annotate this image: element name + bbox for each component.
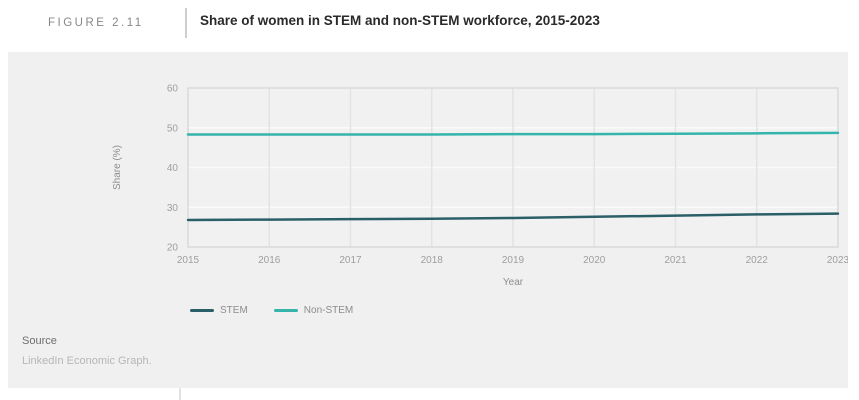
figure-label: FIGURE 2.11 — [48, 17, 144, 29]
svg-text:40: 40 — [167, 163, 179, 174]
legend-label-stem: STEM — [220, 305, 248, 316]
svg-text:2023: 2023 — [827, 255, 848, 266]
svg-text:20: 20 — [167, 243, 179, 254]
nonstem-line-swatch — [273, 309, 298, 312]
legend-item-stem: STEM — [190, 305, 248, 316]
stem-line-swatch — [190, 309, 214, 312]
svg-text:2016: 2016 — [258, 255, 281, 266]
svg-text:50: 50 — [167, 123, 179, 134]
chart-card: 20 30 40 50 60 2015 2016 2017 2018 2019 2020 2021 20… — [8, 52, 848, 388]
header-divider — [185, 8, 187, 38]
figure-title: Share of women in STEM and non-STEM work… — [200, 13, 600, 28]
chart-legend: STEM Non-STEM — [190, 305, 353, 316]
source-block: Source LinkedIn Economic Graph. — [22, 335, 152, 367]
next-figure-divider — [179, 388, 181, 400]
source-text: LinkedIn Economic Graph. — [22, 355, 152, 367]
svg-text:2018: 2018 — [421, 255, 444, 266]
figure-header: FIGURE 2.11 Share of women in STEM and n… — [0, 0, 859, 46]
svg-text:2022: 2022 — [746, 255, 769, 266]
source-label: Source — [22, 335, 57, 347]
svg-text:2021: 2021 — [664, 255, 687, 266]
svg-text:2015: 2015 — [177, 255, 200, 266]
svg-text:2017: 2017 — [339, 255, 362, 266]
svg-text:2020: 2020 — [583, 255, 606, 266]
svg-text:Year: Year — [503, 277, 524, 288]
legend-item-nonstem: Non-STEM — [273, 305, 354, 316]
legend-label-nonstem: Non-STEM — [303, 305, 354, 316]
svg-text:60: 60 — [167, 84, 179, 95]
svg-text:2019: 2019 — [502, 255, 525, 266]
svg-text:30: 30 — [167, 203, 179, 214]
svg-text:Share (%): Share (%) — [112, 145, 123, 190]
line-chart: 20 30 40 50 60 2015 2016 2017 2018 2019 2020 2021 20… — [112, 84, 848, 289]
